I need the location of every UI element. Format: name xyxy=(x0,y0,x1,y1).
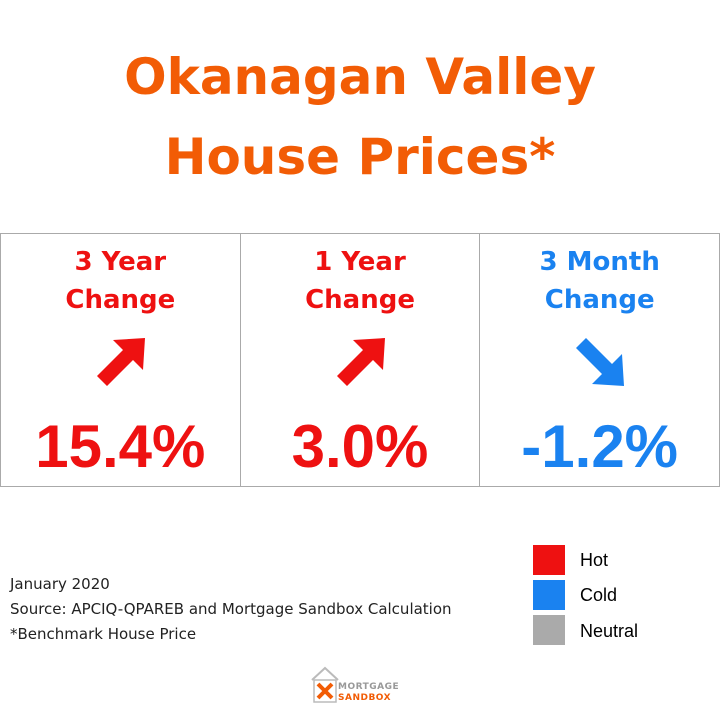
logo-icon xyxy=(311,666,339,703)
card-label: 1 Year xyxy=(314,247,406,277)
card-value: -1.2% xyxy=(521,413,679,480)
logo-text: MORTGAGE xyxy=(338,682,400,692)
logo-text: SANDBOX xyxy=(338,693,392,703)
card: 3 Month Change -1.2% xyxy=(480,234,719,486)
arrow-up xyxy=(336,338,385,386)
card-value: 15.4% xyxy=(35,413,206,480)
title: Okanagan Valley xyxy=(124,48,596,106)
title: House Prices* xyxy=(164,128,556,186)
card: 3 Year Change 15.4% xyxy=(1,234,241,486)
card-label: Change xyxy=(305,285,415,315)
note: *Benchmark House Price xyxy=(10,625,197,643)
card-label: 3 Month xyxy=(539,247,660,277)
card-label: Change xyxy=(65,285,176,315)
legend-swatch xyxy=(533,545,565,575)
legend-swatch xyxy=(533,615,565,645)
card-label: 3 Year xyxy=(74,247,167,277)
note: January 2020 xyxy=(10,575,110,593)
legend-swatch xyxy=(533,580,565,610)
arrow-down xyxy=(576,338,625,386)
arrow-up xyxy=(97,338,145,386)
card-label: Change xyxy=(544,285,655,315)
cards: 3 Year Change 15.4% 1 Year Change 3.0% 3… xyxy=(0,233,720,487)
card-value: 3.0% xyxy=(291,413,429,480)
legend-label: Cold xyxy=(580,585,618,605)
note: Source: APCIQ-QPAREB and Mortgage Sandbo… xyxy=(10,600,452,618)
legend-label: Hot xyxy=(580,550,609,570)
card: 1 Year Change 3.0% xyxy=(241,234,481,486)
legend-label: Neutral xyxy=(580,621,639,641)
